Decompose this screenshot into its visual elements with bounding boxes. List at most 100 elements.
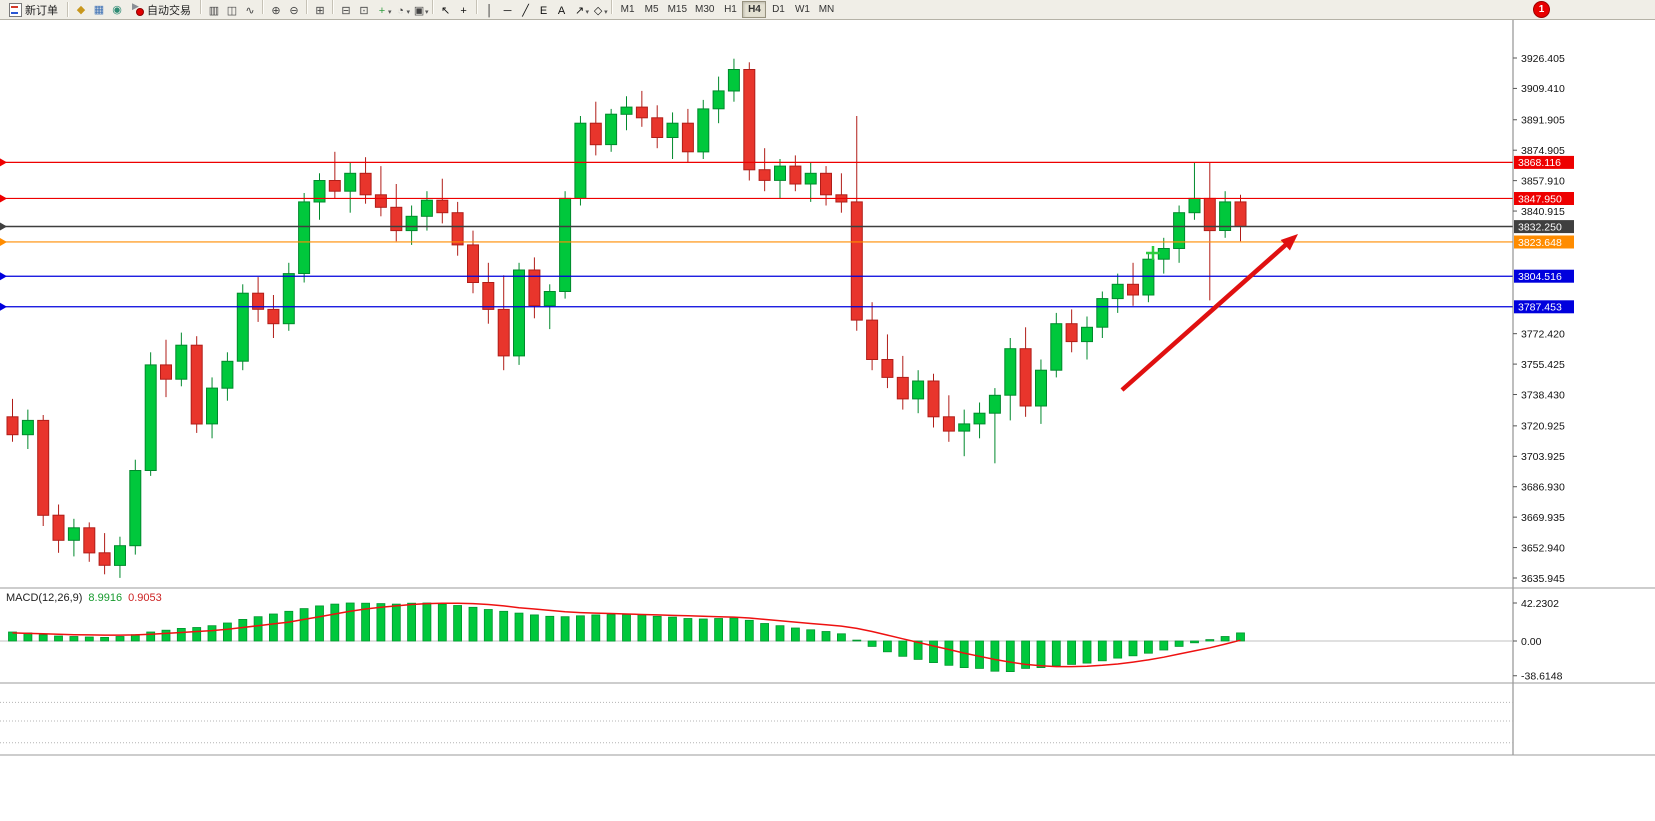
crosshair-icon[interactable]: + [460,5,467,17]
candle-body [267,308,280,325]
price-tick-label: 3669.935 [1521,512,1565,524]
timeframe-m5[interactable]: M5 [640,1,664,18]
market-watch-icon[interactable]: ▦ [93,3,105,16]
candlestick-chart-icon[interactable]: ◫ [226,5,238,17]
trend-arrow-head[interactable] [1280,234,1298,251]
macd-signal-line [12,602,1241,668]
timeframe-h4[interactable]: H4 [742,1,767,18]
candle-body [1219,201,1232,231]
macd-histogram-bar [652,615,662,642]
price-badge [1514,192,1574,205]
shapes-dropdown-icon[interactable]: ▾ [604,9,608,16]
toolbar-separator [67,2,69,17]
timeframe-d1[interactable]: D1 [766,1,790,18]
macd-histogram-bar [1144,640,1153,654]
timeframe-h1[interactable]: H1 [718,1,742,18]
macd-histogram-bar [576,615,585,642]
candle-body [405,215,418,232]
macd-histogram-bar [1021,640,1030,669]
macd-histogram-bar [192,627,202,642]
trendline-icon[interactable]: ╱ [522,5,529,17]
candle-body [927,380,940,418]
timeframe-m30[interactable]: M30 [691,1,718,18]
candle-body [1019,348,1032,407]
trend-arrow-line[interactable] [1120,238,1293,392]
macd-histogram-bar [222,622,232,642]
macd-histogram-bar [253,616,263,642]
candle-body [1035,369,1047,407]
candle-body [850,201,863,321]
fibonacci-icon[interactable]: E [539,5,548,17]
zoom-out-icon[interactable]: ⊖ [289,5,299,17]
candle-body [37,419,50,516]
cursor-icon[interactable]: ↖ [440,5,451,17]
macd-scale-label: 0.00 [1521,636,1542,648]
candle-body [589,122,602,146]
macd-histogram-bar [729,617,739,642]
metaeditor-icon[interactable]: ◆ [76,3,86,16]
candle-body [21,419,34,436]
macd-histogram-bar [1036,640,1046,669]
macd-scale-label: 42.2302 [1521,598,1559,610]
horizontal-line-icon[interactable]: ─ [503,5,512,17]
candle-body [635,106,648,119]
macd-histogram-bar [8,631,17,642]
chart-background[interactable] [0,20,1655,821]
new-order-button[interactable]: 新订单 [3,1,64,19]
timeframe-w1[interactable]: W1 [790,1,814,18]
macd-histogram-bar [791,627,800,642]
price-tick-label: 3926.405 [1521,53,1565,65]
candle-body [620,106,633,115]
chart-window[interactable]: 3926.405 3909.410 3891.905 3874.905 3857.910… [0,20,1655,821]
chart-arrange-icon[interactable]: ⊟ [341,5,351,17]
arrows-dropdown-icon[interactable]: ▾ [585,9,590,16]
chart-canvas[interactable]: 3926.405 3909.410 3891.905 3874.905 3857.910… [0,20,1655,821]
macd-histogram-bar [760,623,769,642]
candle-body [666,122,679,138]
hline-left-marker [0,158,7,167]
macd-histogram-bar [606,614,616,642]
macd-scale-label: -38.6148 [1521,671,1563,683]
tile-windows-icon[interactable]: ⊞ [315,5,325,17]
text-icon[interactable]: A [557,5,566,17]
hline-left-marker [0,194,7,203]
price-tick-label: 3840.915 [1521,206,1565,218]
macd-histogram-bar [1174,640,1184,647]
new-chart-dropdown-icon[interactable]: ▾ [388,9,392,16]
macd-histogram-bar [867,640,877,647]
notification-badge[interactable]: 1 [1533,1,1550,18]
candle-body [436,199,449,214]
snapshot-dropdown-icon[interactable]: ▾ [425,9,429,16]
macd-histogram-bar [837,633,846,642]
candle-body [651,117,664,139]
period-icon[interactable]: ◔ [397,5,404,17]
period-dropdown-icon[interactable]: ▾ [406,9,411,16]
timeframe-m15[interactable]: M15 [664,1,691,18]
macd-histogram-bar [315,605,324,642]
candle-body [144,364,157,471]
price-tick-label: 3755.425 [1521,359,1565,371]
price-badge-label: 3787.453 [1518,302,1562,314]
candle-body [727,69,740,92]
candle-body [52,514,65,541]
shapes-icon[interactable]: ◇ [593,5,603,17]
snapshot-icon[interactable]: ▣ [413,5,425,17]
toolbar-separator [431,0,434,14]
autotrading-button[interactable]: 自动交易 [126,1,197,19]
new-chart-icon[interactable]: + [378,5,386,17]
timeframe-mn[interactable]: MN [814,1,838,18]
arrows-icon[interactable]: ↗ [574,5,585,17]
candle-body [390,206,403,232]
macd-histogram-bar [499,610,509,642]
price-badge [1514,235,1574,249]
timeframe-m1[interactable]: M1 [616,1,640,18]
data-window-icon[interactable]: ◉ [112,3,122,16]
candle-body [298,201,311,274]
vertical-line-icon[interactable]: │ [486,5,493,17]
chart-profile-icon[interactable]: ⊡ [359,5,369,17]
zoom-in-icon[interactable]: ⊕ [271,5,281,17]
bar-chart-icon[interactable]: ▥ [208,5,220,17]
candle-body [420,199,433,217]
line-chart-icon[interactable]: ∿ [245,5,255,17]
candle-body [958,423,971,432]
